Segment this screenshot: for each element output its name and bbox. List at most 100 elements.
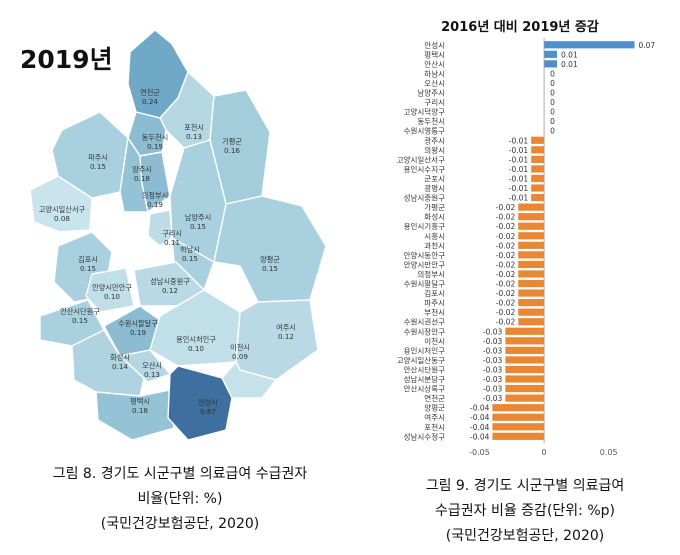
map-region-name: 수원시팔달구 [118,319,158,328]
category-label: 의정부시 [417,269,445,279]
bar-value-label: -0.02 [496,241,516,250]
map-region-name: 남양주시 [185,213,211,222]
bar [505,384,545,393]
bar-value-label: -0.01 [509,194,529,203]
bar-value-label: -0.01 [509,184,529,193]
bar-value-label: 0.01 [561,60,578,69]
bar-value-label: -0.04 [470,404,490,413]
category-label: 평택시 [424,49,445,59]
map-region-value: 0.19 [147,142,163,151]
category-label: 부천시 [424,307,445,317]
bar [531,155,545,163]
map-region-name: 여주시 [276,323,296,332]
bar-value-label: -0.03 [483,385,503,394]
map-region-value: 0.12 [278,332,294,341]
map-region-value: 0.10 [188,344,204,353]
bar-value-label: 0 [550,117,555,126]
bar [531,174,545,183]
category-label: 성남시수정구 [404,431,445,441]
bar-value-label: -0.02 [496,260,516,269]
category-label: 고양시일산서구 [397,154,445,164]
map-region-name: 안양시만안구 [92,283,132,292]
bar-value-label: 0 [550,89,555,98]
map-region [213,195,327,303]
bar-value-label: -0.02 [496,270,516,279]
bar [518,213,545,221]
chart-title: 2016년 대비 2019년 증감 [441,20,599,35]
bar-value-label: -0.01 [509,155,529,164]
map-region-value: 0.67 [200,407,216,416]
bar [505,394,545,402]
map-region-name: 안산시단원구 [60,307,100,316]
map-region-name: 동두천시 [142,133,168,142]
bar [544,41,635,49]
map-region [167,365,233,441]
map-region-value: 0.09 [232,352,248,361]
category-label: 남양주시 [417,89,445,98]
bar-value-label: -0.02 [496,299,516,308]
bar [531,193,545,202]
bar [531,184,545,192]
caption-line: 비율(단위: %) [137,491,223,507]
bar-value-label: -0.03 [483,327,503,336]
map-region-name: 용인시처인구 [176,335,216,344]
map-region-value: 0.24 [142,97,158,106]
bar-value-label: 0 [550,98,555,107]
category-label: 안양시동안구 [404,250,445,260]
category-label: 가평군 [424,202,445,212]
figure-9-caption: 그림 9. 경기도 시군구별 의료급여 수급권자 비율 증감(단위: %p) (… [375,474,675,549]
category-label: 수원시권선구 [404,318,445,327]
map-region [29,175,93,233]
bar [518,203,545,211]
map-region-value: 0.15 [72,316,88,325]
map-region-name: 의정부시 [142,191,168,200]
caption-line: (국민건강보험공단, 2020) [100,516,260,532]
map-region-value: 0.15 [182,254,198,263]
caption-line: 그림 8. 경기도 시군구별 의료급여 수급권자 [52,466,308,482]
category-label: 이천시 [424,336,445,346]
map-region-name: 양주시 [132,165,152,174]
category-label: 오산시 [424,78,445,88]
category-label: 김포시 [424,288,445,298]
map-year-label: 2019년 [20,45,113,74]
bar-value-label: -0.02 [496,318,516,327]
x-tick-label: -0.05 [469,448,490,457]
map-region-value: 0.08 [54,214,70,223]
bar [505,356,545,364]
bar [518,270,545,278]
category-label: 파주시 [424,299,445,308]
figure-8-caption: 그림 8. 경기도 시군구별 의료급여 수급권자 비율(단위: %) (국민건강… [5,462,355,537]
category-label: 수원시팔달구 [404,279,445,289]
bar-value-label: -0.03 [483,394,503,403]
category-label: 구리시 [424,98,445,107]
bar-value-label: -0.02 [496,308,516,317]
bar [505,346,545,354]
category-label: 과천시 [424,240,445,250]
category-label: 고양시일산동구 [397,355,445,365]
bar [518,318,545,326]
map-region-name: 가평군 [222,137,242,146]
bar [492,432,545,440]
map-region-name: 성남시중원구 [150,277,190,286]
map-region-name: 연천군 [140,88,160,97]
bar-value-label: -0.02 [496,251,516,260]
bar-value-label: 0 [550,79,555,88]
bar-value-label: 0.01 [561,50,578,59]
map-region-name: 파주시 [88,153,108,162]
category-label: 여주시 [424,412,445,422]
category-label: 포천시 [424,422,445,432]
bar [518,289,545,297]
map-region-value: 0.13 [144,370,160,379]
bar-value-label: -0.03 [483,375,503,384]
bar [531,136,545,144]
category-label: 용인시기흥구 [404,221,445,231]
map-region-value: 0.18 [132,406,148,415]
bar [531,165,545,173]
category-label: 시흥시 [424,231,445,241]
category-label: 하남시 [424,68,445,78]
map-region-value: 0.14 [112,362,128,371]
caption-line: 그림 9. 경기도 시군구별 의료급여 [425,478,625,494]
map-region [51,111,129,199]
bar-value-label: -0.02 [496,203,516,212]
